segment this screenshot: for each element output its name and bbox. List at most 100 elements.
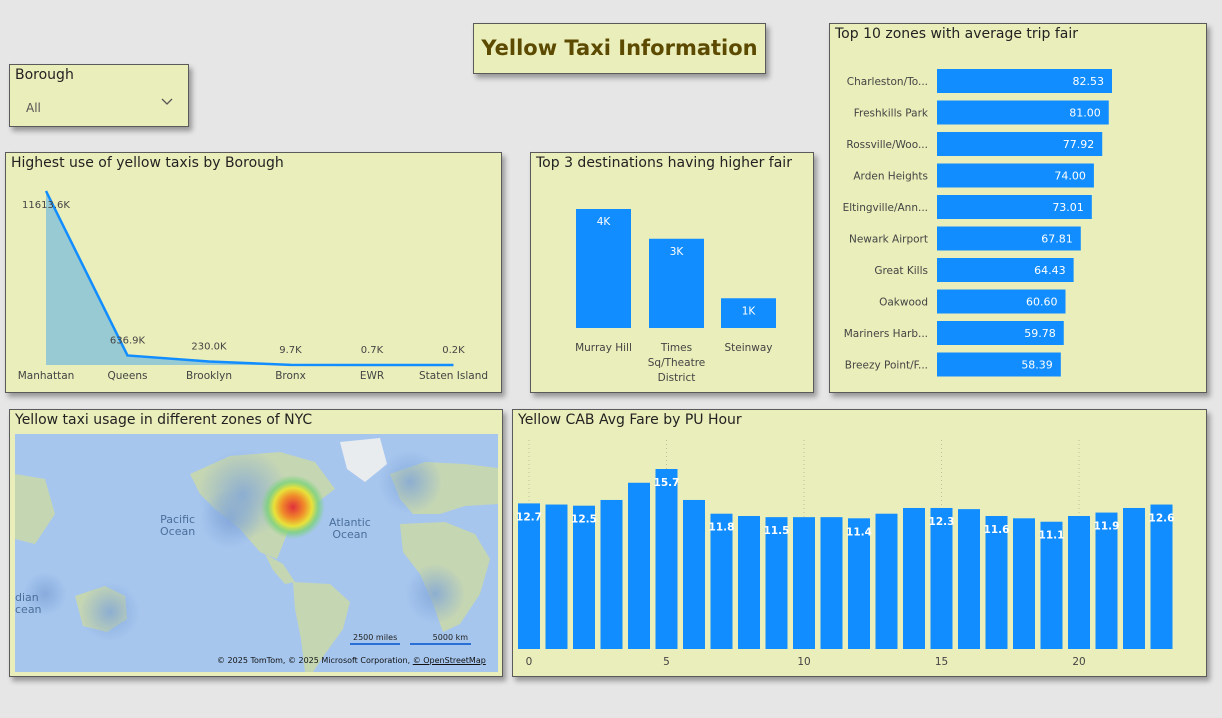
dashboard-title-card: Yellow Taxi Information — [473, 23, 766, 74]
x-tick-label: Sq/Theatre — [648, 357, 706, 369]
data-label: 11.8 — [709, 522, 735, 534]
fare-by-hour-bar-chart: 12.7 12.5 15.7 11.8 11.5 11.4 12.3 11.6 11.1 11.9… — [516, 440, 1175, 668]
bar — [985, 516, 1008, 649]
data-label: 73.01 — [1052, 201, 1084, 214]
x-tick-label: 20 — [1072, 656, 1085, 668]
data-label: 1K — [742, 305, 757, 317]
bar — [545, 504, 568, 649]
bar — [518, 503, 540, 649]
data-label: 3K — [670, 246, 685, 258]
indian-ocean-label: dian cean — [15, 591, 42, 616]
bar — [937, 352, 1061, 377]
data-label: 60.60 — [1026, 296, 1058, 309]
slicer-value[interactable]: All — [26, 101, 41, 115]
data-label: 12.6 — [1149, 513, 1175, 525]
bar — [655, 469, 678, 649]
borough-usage-panel: Highest use of yellow taxis by Borough 1… — [5, 152, 502, 393]
series-line — [44, 190, 454, 367]
bar — [600, 499, 623, 649]
x-tick-label: Murray Hill — [575, 342, 632, 354]
y-tick-label: Great Kills — [874, 265, 928, 277]
y-tick-label: Eltingville/Ann... — [843, 202, 928, 214]
data-label: 12.7 — [516, 511, 542, 523]
bar — [937, 100, 1109, 125]
bar — [793, 517, 815, 649]
greenland-land — [340, 438, 387, 482]
atlantic-ocean-label: Atlantic Ocean — [329, 516, 371, 541]
data-label: 0.2K — [442, 345, 465, 356]
borough-area-chart: 11613.6K Manhattan 636.9K Queens 230.0K Brook… — [18, 190, 488, 382]
data-label: 67.81 — [1041, 233, 1073, 246]
bar — [937, 258, 1074, 282]
x-tick-label: 10 — [797, 656, 810, 668]
chevron-down-icon[interactable] — [160, 95, 174, 109]
bar — [1150, 504, 1173, 649]
bar — [710, 513, 733, 649]
data-label: 59.78 — [1024, 327, 1056, 340]
x-tick-label: EWR — [360, 370, 384, 382]
map-title: Yellow taxi usage in different zones of … — [15, 412, 313, 428]
data-label: 12.3 — [929, 516, 955, 528]
y-tick-label: Freshkills Park — [854, 108, 929, 120]
bar — [683, 499, 705, 649]
bar — [848, 518, 870, 649]
area-fill — [46, 191, 454, 365]
map-attribution: © 2025 TomTom, © 2025 Microsoft Corporat… — [217, 656, 486, 665]
y-tick-label: Arden Heights — [853, 171, 928, 183]
data-label: 11.4 — [846, 526, 872, 538]
bar — [1123, 507, 1145, 649]
y-tick-label: Newark Airport — [849, 234, 928, 246]
south-america-land — [293, 582, 350, 672]
data-label: 12.5 — [571, 514, 597, 526]
bar — [937, 163, 1094, 188]
scale-miles: 2500 miles — [350, 633, 401, 645]
borough-slicer[interactable]: Borough All — [9, 64, 189, 127]
data-label: 0.7K — [361, 345, 384, 356]
openstreetmap-link[interactable]: © OpenStreetMap — [412, 656, 486, 665]
y-tick-label: Breezy Point/F... — [845, 360, 928, 372]
asia-land — [15, 474, 55, 544]
bar — [721, 298, 776, 328]
bar — [649, 238, 704, 328]
data-label: 82.53 — [1073, 75, 1105, 88]
bar — [875, 513, 898, 649]
map-panel: Yellow taxi usage in different zones of … — [9, 409, 503, 677]
x-tick-label: 0 — [526, 656, 533, 668]
x-tick-label: 15 — [935, 656, 948, 668]
bar — [903, 507, 925, 649]
attribution-text: © 2025 TomTom, © 2025 Microsoft Corporat… — [217, 656, 413, 665]
map-graphic — [15, 434, 498, 672]
data-label: 11.6 — [984, 524, 1010, 536]
bar — [738, 516, 760, 649]
bar — [1013, 518, 1035, 649]
data-label: 64.43 — [1034, 264, 1066, 277]
borough-usage-title: Highest use of yellow taxis by Borough — [11, 155, 284, 171]
world-heat-map[interactable]: Pacific Ocean Atlantic Ocean dian cean 2… — [15, 434, 498, 672]
bar — [1068, 516, 1090, 649]
top10-zones-panel: Top 10 zones with average trip fair 82.5… — [829, 23, 1207, 393]
top3-destinations-panel: Top 3 destinations having higher fair 4K… — [530, 152, 814, 393]
bar — [937, 195, 1092, 219]
bar — [958, 509, 980, 649]
data-label: 81.00 — [1069, 107, 1101, 120]
x-tick-label: District — [658, 372, 696, 384]
data-label: 11.9 — [1094, 521, 1120, 533]
y-tick-label: Mariners Harb... — [844, 328, 928, 340]
data-label: 11.5 — [764, 525, 790, 537]
central-america-land — [265, 554, 295, 584]
x-tick-label: Bronx — [275, 370, 306, 382]
bar — [930, 507, 953, 649]
data-label: 15.7 — [654, 477, 680, 489]
top3-title: Top 3 destinations having higher fair — [536, 155, 792, 171]
bar — [765, 517, 788, 649]
bar — [820, 517, 843, 649]
y-tick-label: Oakwood — [879, 297, 928, 309]
x-tick-label: Queens — [108, 370, 148, 382]
data-label: 58.39 — [1021, 359, 1052, 372]
pacific-ocean-label: Pacific Ocean — [160, 513, 196, 538]
bar — [937, 321, 1064, 345]
y-tick-label: Rossville/Woo... — [846, 139, 928, 151]
fare-by-hour-title: Yellow CAB Avg Fare by PU Hour — [518, 412, 742, 428]
nyc-heat-spot — [261, 475, 325, 539]
bar — [1095, 512, 1118, 649]
